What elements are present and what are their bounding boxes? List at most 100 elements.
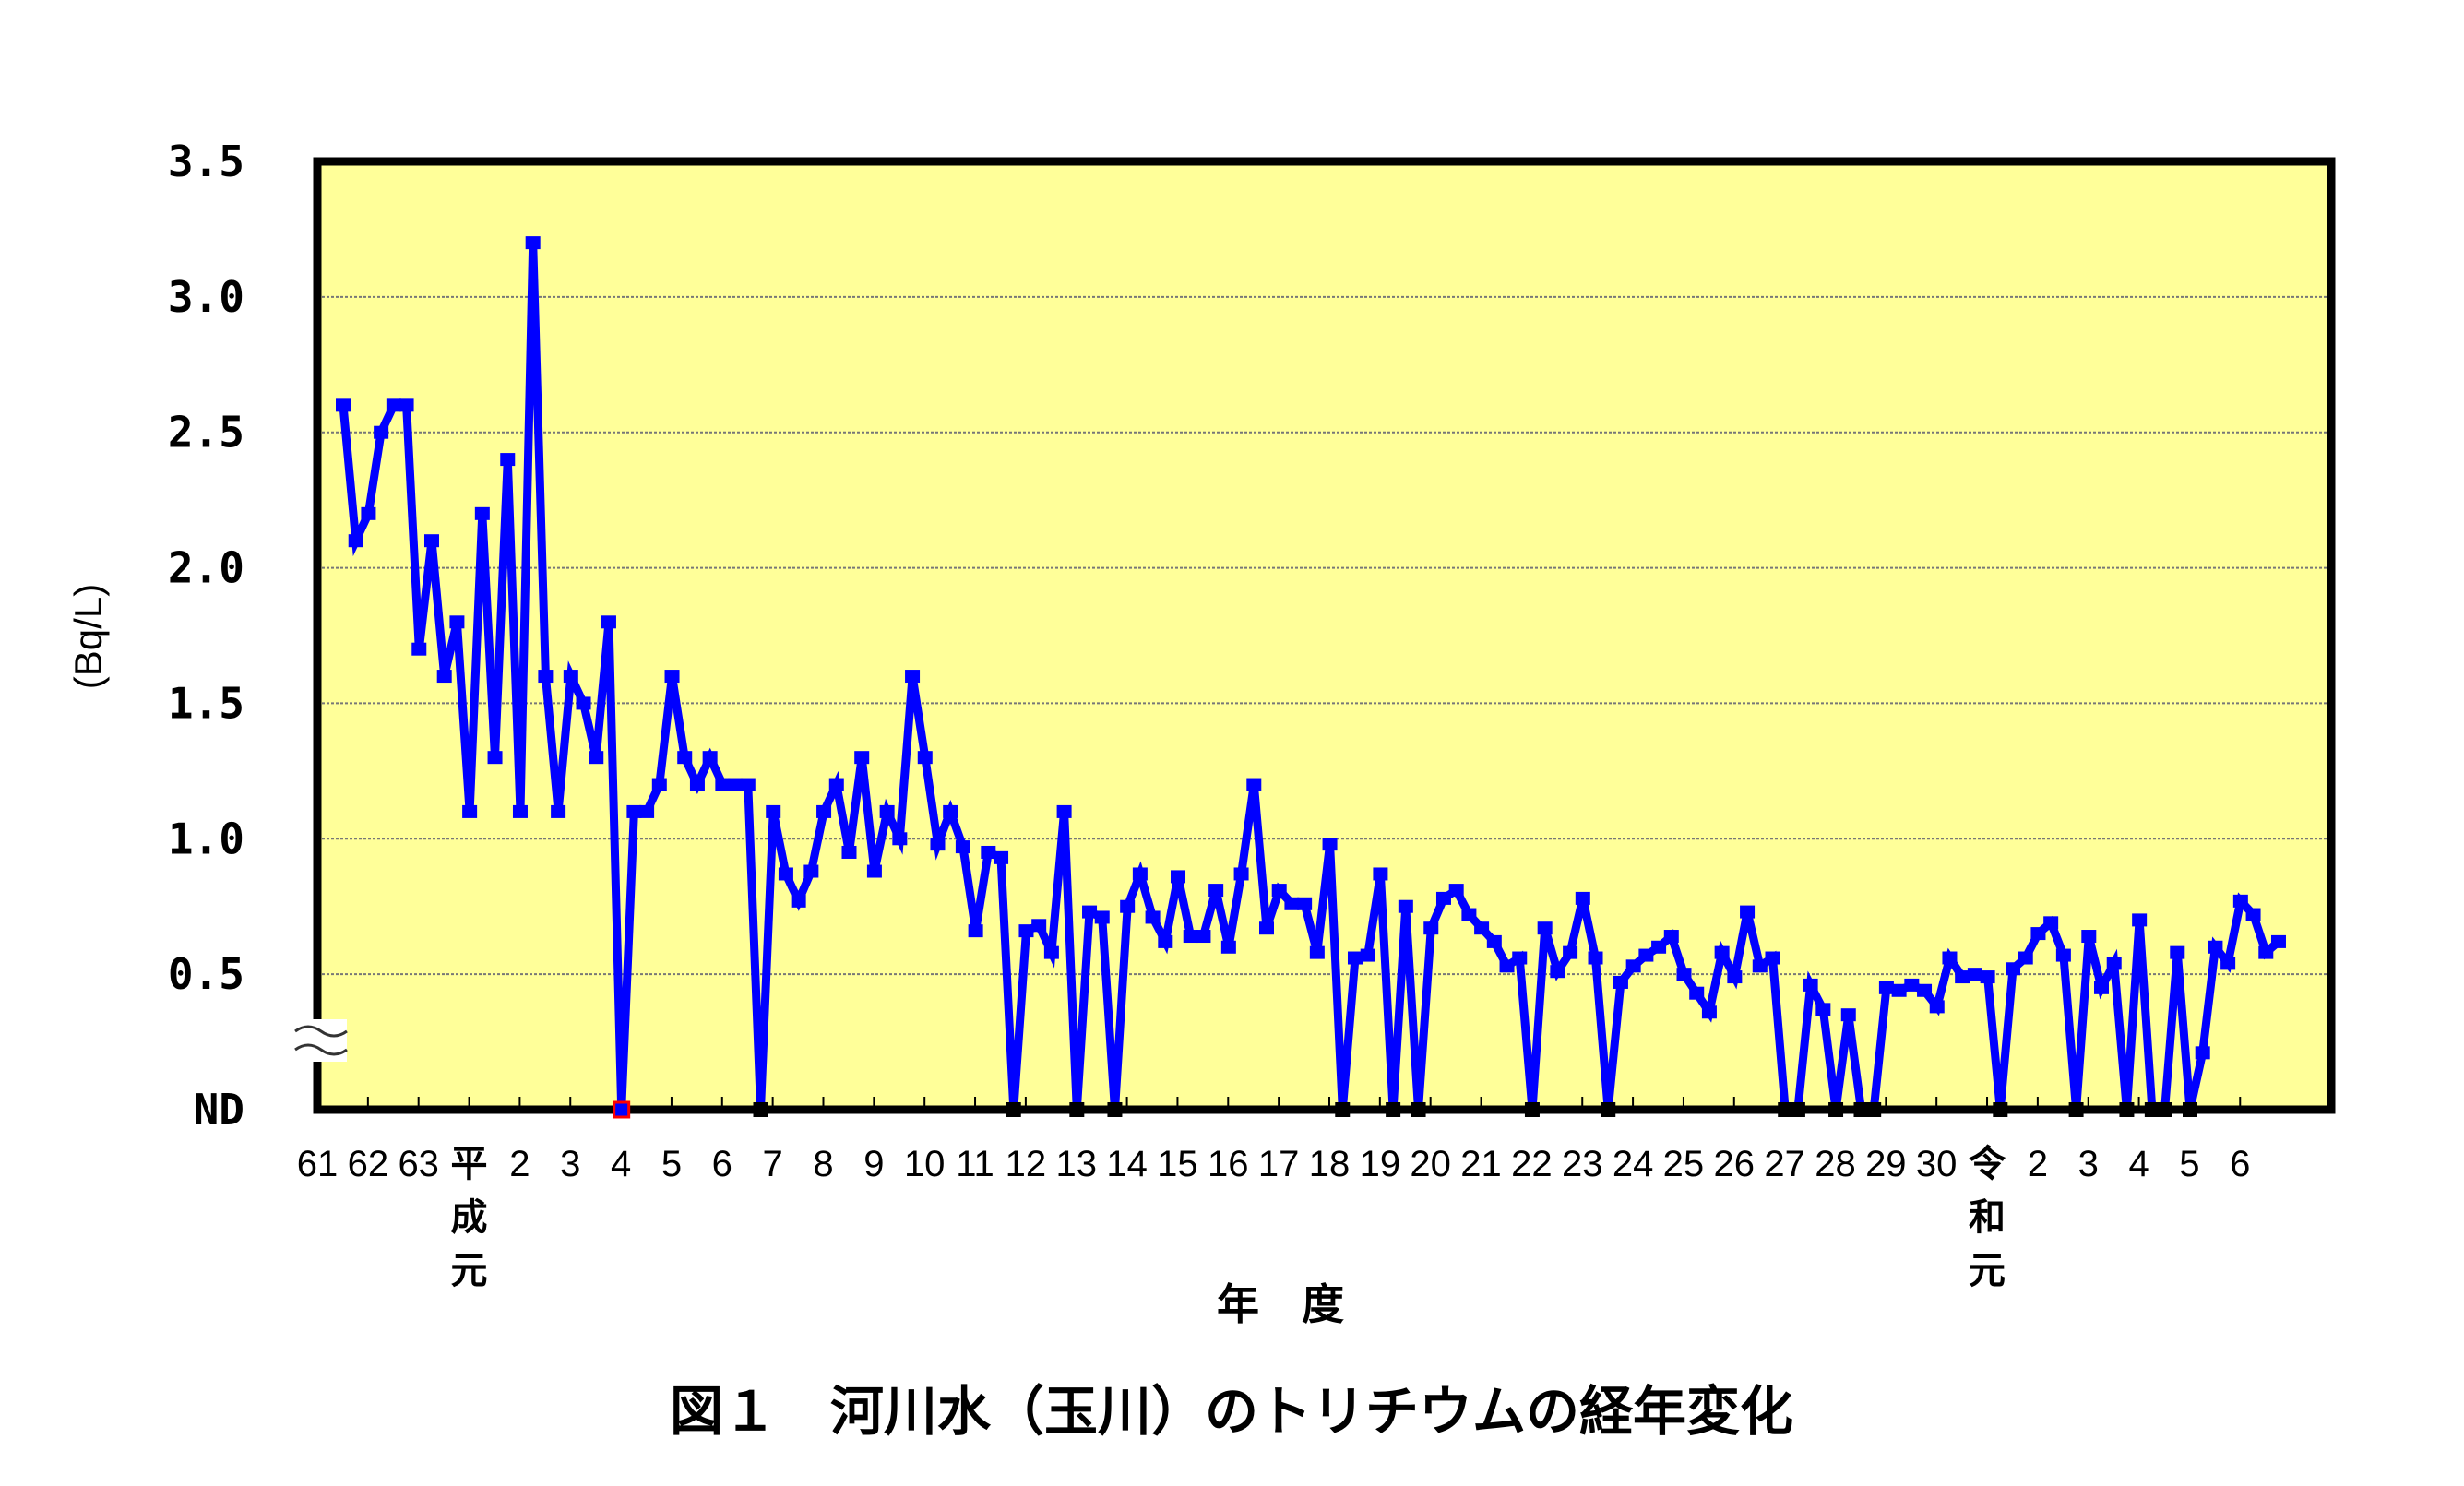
data-point-marker <box>525 236 541 250</box>
data-point-marker <box>715 778 731 791</box>
data-point-marker <box>917 751 933 765</box>
data-point-marker <box>1701 1005 1717 1019</box>
data-point-marker <box>2106 957 2122 970</box>
x-tick-label: 4 <box>2128 1144 2149 1184</box>
data-point-marker <box>994 850 1009 864</box>
data-point-marker <box>1018 924 1034 938</box>
data-point-marker <box>1297 897 1313 910</box>
nd-markers <box>613 1100 2197 1119</box>
data-point-marker <box>778 867 793 881</box>
data-point-marker <box>728 778 744 791</box>
x-tick-label: 15 <box>1157 1144 1198 1184</box>
x-tick-label-era: 令 <box>1969 1144 2006 1184</box>
nd-marker <box>1069 1102 1085 1117</box>
data-point-marker <box>1803 978 1818 992</box>
data-point-marker <box>2094 981 2110 994</box>
data-point-marker <box>955 840 970 854</box>
x-axis-label: 年 度 <box>1217 1279 1344 1329</box>
nd-marker <box>1601 1102 1616 1117</box>
data-point-marker <box>411 642 427 656</box>
x-tick-label: 22 <box>1511 1144 1553 1184</box>
data-series <box>336 236 2286 1114</box>
nd-marker <box>1386 1102 1401 1117</box>
data-point-marker <box>1043 945 1059 959</box>
data-point-marker <box>576 696 591 710</box>
x-tick-label: 11 <box>956 1144 994 1184</box>
data-point-marker <box>399 398 414 412</box>
x-tick-label: 17 <box>1258 1144 1300 1184</box>
x-tick-label: 7 <box>763 1144 783 1184</box>
nd-marker <box>2068 1102 2084 1117</box>
data-point-marker <box>879 804 895 818</box>
data-point-marker <box>2220 957 2236 970</box>
x-tick-label: 21 <box>1460 1144 1502 1184</box>
series-line <box>339 242 2281 1114</box>
data-point-marker <box>791 894 806 908</box>
data-point-marker <box>1435 891 1451 905</box>
y-tick-label: 3.0 <box>168 272 244 322</box>
nd-marker <box>2182 1102 2197 1117</box>
nd-marker <box>2157 1102 2172 1117</box>
nd-marker <box>613 1100 631 1119</box>
data-point-marker <box>601 615 616 629</box>
data-point-marker <box>336 398 351 412</box>
data-point-marker <box>1613 975 1628 989</box>
x-tick-label: 24 <box>1613 1144 1654 1184</box>
data-point-marker <box>1815 1003 1831 1016</box>
x-tick-label-era: 成 <box>451 1197 488 1238</box>
data-point-marker <box>1284 897 1300 910</box>
nd-marker <box>753 1102 768 1117</box>
data-point-marker <box>1031 919 1047 933</box>
data-point-marker <box>1056 804 1072 818</box>
x-tick-label: 5 <box>661 1144 682 1184</box>
data-point-marker <box>1208 884 1224 898</box>
data-point-marker <box>866 864 882 878</box>
data-point-marker <box>905 670 921 684</box>
x-tick-label: 29 <box>1865 1144 1907 1184</box>
y-axis-label: (Bq/L) <box>66 584 110 689</box>
data-point-marker <box>1676 968 1692 981</box>
data-point-marker <box>348 534 363 548</box>
data-point-marker <box>512 804 528 818</box>
data-point-marker <box>1840 1008 1856 1022</box>
data-point-marker <box>1891 983 1907 997</box>
data-point-marker <box>841 845 857 859</box>
x-tick-label: 2 <box>509 1144 530 1184</box>
nd-marker <box>1335 1102 1351 1117</box>
nd-marker <box>1993 1102 2008 1117</box>
data-point-marker <box>1271 884 1287 898</box>
y-axis-title: (Bq/L) <box>66 584 110 689</box>
data-point-marker <box>1714 945 1730 959</box>
data-point-marker <box>1258 921 1274 935</box>
data-point-marker <box>1980 970 1995 984</box>
data-point-marker <box>766 804 781 818</box>
data-point-marker <box>1347 951 1363 965</box>
data-point-marker <box>1537 921 1553 935</box>
data-point-marker <box>1082 905 1098 919</box>
data-point-marker <box>2132 913 2148 927</box>
data-point-marker <box>968 924 983 938</box>
data-point-marker <box>1360 948 1375 962</box>
data-point-marker <box>1094 910 1110 924</box>
data-point-marker <box>677 751 693 765</box>
data-point-marker <box>1474 921 1490 935</box>
data-point-marker <box>1233 867 1249 881</box>
data-point-marker <box>828 778 844 791</box>
data-point-marker <box>1651 940 1667 954</box>
data-point-marker <box>1246 778 1262 791</box>
data-point-marker <box>639 804 655 818</box>
data-point-marker <box>1638 948 1654 962</box>
data-point-marker <box>423 534 439 548</box>
data-point-marker <box>1196 930 1211 944</box>
x-tick-label: 2 <box>2028 1144 2048 1184</box>
nd-marker <box>1006 1102 1021 1117</box>
data-point-marker <box>2270 934 2286 948</box>
data-point-marker <box>1499 959 1515 973</box>
data-point-marker <box>702 751 718 765</box>
data-point-marker <box>1373 867 1388 881</box>
data-point-marker <box>1183 930 1198 944</box>
x-tick-label: 4 <box>611 1144 631 1184</box>
data-point-marker <box>361 506 376 520</box>
y-tick-label: 1.0 <box>168 814 244 863</box>
